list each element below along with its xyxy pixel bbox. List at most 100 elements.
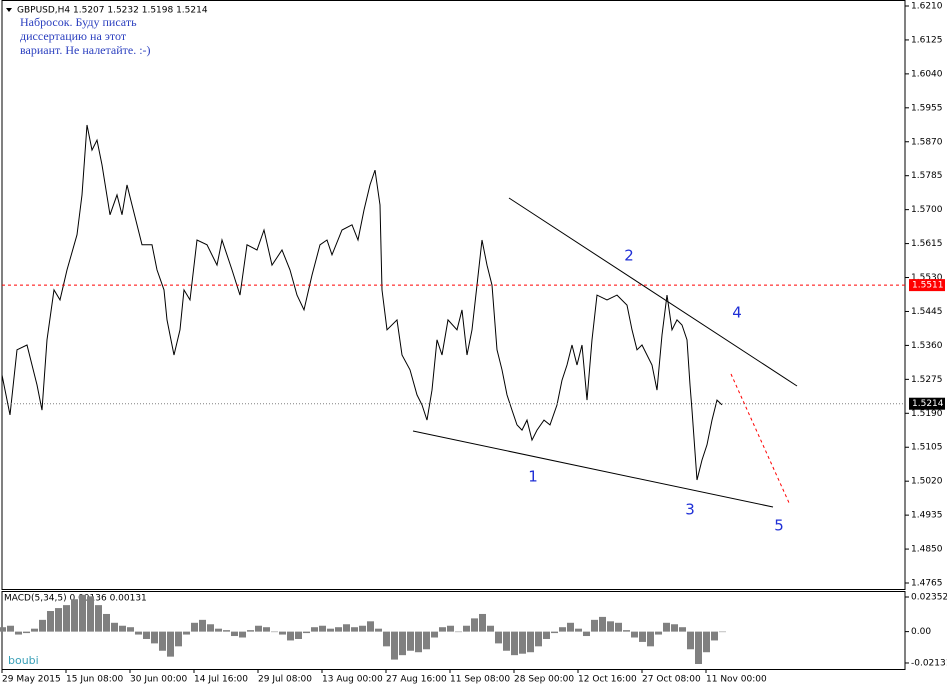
macd-bar [263,627,270,632]
macd-bar [535,631,542,647]
y-tick-label: 1.6210 [911,1,943,11]
macd-bar [591,619,598,632]
macd-bar [431,631,438,638]
macd-bar [271,631,278,633]
macd-bar [559,627,566,632]
macd-bar [663,622,670,632]
macd-bar [63,605,70,632]
macd-bar [647,631,654,647]
x-tick-label: 13 Aug 00:00 [322,675,383,685]
macd-bar [631,631,638,638]
symbol-header: GBPUSD,H4 1.5207 1.5232 1.5198 1.5214 [17,6,208,16]
macd-bar [607,621,614,632]
y-tick-label: 1.6040 [911,69,943,79]
y-tick-label: 1.5615 [911,239,943,249]
macd-bar [671,624,678,632]
macd-bar [159,631,166,651]
price-panel [1,0,906,590]
macd-bar [423,631,430,650]
macd-bar [719,631,726,633]
macd-bar [623,630,630,632]
macd-bar [47,611,54,632]
x-tick-label: 11 Nov 00:00 [706,675,767,685]
wave-label: 1 [528,468,538,486]
macd-bar [15,631,22,635]
y-tick-label: 1.5870 [911,137,943,147]
macd-bar [375,628,382,632]
y-tick-label: 0.02352 [911,593,947,603]
price-line [1,124,723,481]
macd-bar [391,631,398,660]
y-tick-label: 0.00 [911,627,931,637]
comment-line: диссертацию на этот [20,29,127,43]
macd-bar [319,625,326,632]
y-tick-label: 1.5190 [911,409,943,419]
x-tick-label: 27 Oct 08:00 [642,675,701,685]
macd-bar [231,631,238,637]
macd-bar [239,631,246,638]
collapse-arrow[interactable] [6,8,12,12]
macd-bar [471,618,478,632]
x-tick-label: 12 Oct 16:00 [578,675,637,685]
macd-bar [463,625,470,632]
macd-bar [167,631,174,657]
macd-bar [39,619,46,632]
trend-line [508,197,798,387]
macd-bar [703,631,710,653]
x-tick-label: 29 May 2015 [2,675,61,685]
macd-bar [487,625,494,632]
macd-bar [543,631,550,639]
price-level-label: 1.5214 [912,399,944,409]
macd-bar [31,628,38,632]
macd-bar [351,627,358,632]
x-tick-label: 30 Jun 00:00 [130,675,187,685]
wave-label: 2 [624,247,634,265]
macd-header: MACD(5,34,5) 0.00136 0.00131 [4,594,147,604]
y-tick-label: 1.5785 [911,171,943,181]
y-tick-label: 1.5445 [911,307,943,317]
wave-label: 4 [732,304,742,322]
macd-bar [519,631,526,654]
macd-bar [119,625,126,632]
trend-line [412,430,774,508]
wave-label: 5 [774,517,784,535]
macd-bar [551,631,558,634]
macd-bar [223,630,230,632]
x-tick-label: 11 Sep 08:00 [450,675,510,685]
y-tick-label: 1.4850 [911,545,943,555]
price-level-box [909,279,945,292]
macd-bar [479,613,486,632]
macd-bar [111,622,118,632]
macd-bar [55,608,62,632]
macd-bar [71,599,78,632]
macd-bar [399,631,406,656]
macd-bar [0,627,6,632]
macd-bar [455,631,462,633]
comment-line: Набросок. Буду писать [20,15,137,29]
macd-bar [695,631,702,664]
macd-bar [215,628,222,632]
macd-bar [79,594,86,632]
macd-bar [359,625,366,632]
macd-bar [7,625,14,632]
x-tick-label: 28 Sep 00:00 [514,675,574,685]
macd-bar [135,631,142,635]
macd-bar [407,631,414,651]
price-level-box [909,397,945,410]
macd-bar [247,630,254,632]
macd-bar [287,631,294,641]
macd-bar [343,624,350,632]
macd-bar [639,631,646,642]
y-tick-label: 1.5020 [911,477,943,487]
macd-bar [511,631,518,656]
y-tick-label: 1.5275 [911,375,943,385]
macd-bar [383,631,390,647]
x-tick-label: 27 Aug 16:00 [386,675,447,685]
y-tick-label: 1.4765 [911,579,943,589]
macd-bar [95,605,102,632]
macd-bar [87,596,94,632]
macd-bar [711,631,718,641]
macd-bar [127,627,134,632]
macd-bar [295,631,302,639]
